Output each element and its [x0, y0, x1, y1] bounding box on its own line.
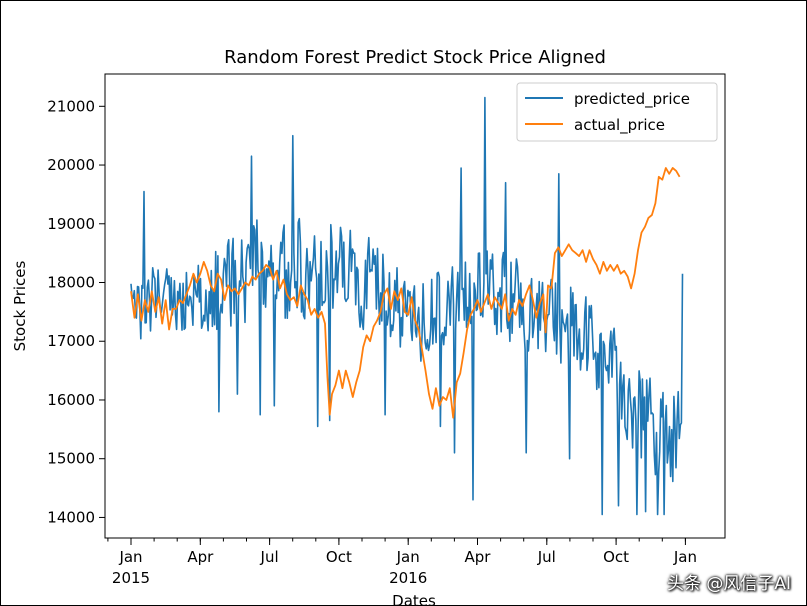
watermark-text: 头条 @风信子AI — [666, 574, 791, 594]
legend-box — [516, 82, 718, 142]
x-tick-label-3: Oct — [326, 548, 352, 566]
x-tick-label-0: Jan — [118, 548, 142, 566]
y-tick-label-2: 16000 — [47, 391, 95, 409]
x-tick-label-4: Jan — [396, 548, 420, 566]
x-tick-label-8: Jan — [673, 548, 697, 566]
x-year-label-0: 2015 — [112, 569, 150, 587]
x-tick-label-1: Apr — [187, 548, 214, 566]
y-axis: 14000 15000 16000 17000 18000 19000 20000 21000 — [47, 97, 105, 526]
legend: predicted_price actual_price — [516, 82, 718, 142]
chart-title: Random Forest Predict Stock Price Aligne… — [224, 47, 606, 68]
y-tick-label-0: 14000 — [47, 508, 95, 526]
legend-label-predicted: predicted_price — [574, 90, 690, 109]
y-tick-label-6: 20000 — [47, 156, 95, 174]
x-axis: Jan Apr Jul Oct Jan Apr Jul Oct Jan 2015 2016 — [107, 538, 697, 587]
x-axis-label: Dates — [392, 592, 436, 605]
x-tick-label-5: Apr — [465, 548, 492, 566]
series-actual-price-line — [130, 167, 681, 419]
y-axis-label: Stock Prices — [11, 260, 29, 351]
legend-label-actual: actual_price — [574, 116, 665, 135]
series-layer — [130, 96, 684, 516]
plot-frame — [104, 73, 726, 539]
y-tick-label-4: 18000 — [47, 274, 95, 292]
y-tick-label-7: 21000 — [47, 97, 95, 115]
y-tick-label-3: 17000 — [47, 332, 95, 350]
x-tick-label-6: Jul — [537, 548, 556, 566]
y-tick-label-5: 19000 — [47, 215, 95, 233]
x-year-label-1: 2016 — [389, 569, 427, 587]
x-tick-label-2: Jul — [260, 548, 279, 566]
x-tick-label-7: Oct — [603, 548, 629, 566]
y-tick-label-1: 15000 — [47, 450, 95, 468]
